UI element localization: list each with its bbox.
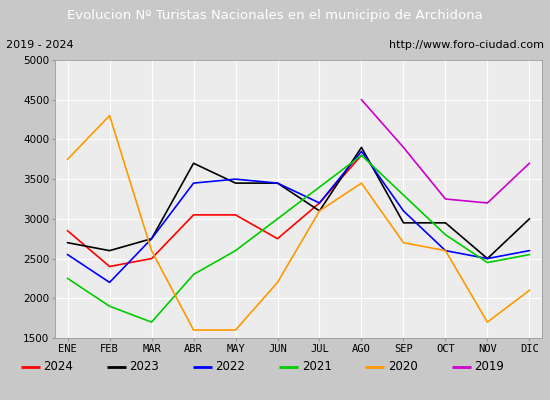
Text: 2021: 2021 xyxy=(302,360,332,374)
Text: http://www.foro-ciudad.com: http://www.foro-ciudad.com xyxy=(389,40,544,50)
Text: 2020: 2020 xyxy=(388,360,417,374)
Text: 2019: 2019 xyxy=(474,360,504,374)
Text: 2022: 2022 xyxy=(216,360,245,374)
Text: 2023: 2023 xyxy=(129,360,159,374)
Text: 2024: 2024 xyxy=(43,360,73,374)
Text: Evolucion Nº Turistas Nacionales en el municipio de Archidona: Evolucion Nº Turistas Nacionales en el m… xyxy=(67,10,483,22)
Text: 2019 - 2024: 2019 - 2024 xyxy=(6,40,73,50)
